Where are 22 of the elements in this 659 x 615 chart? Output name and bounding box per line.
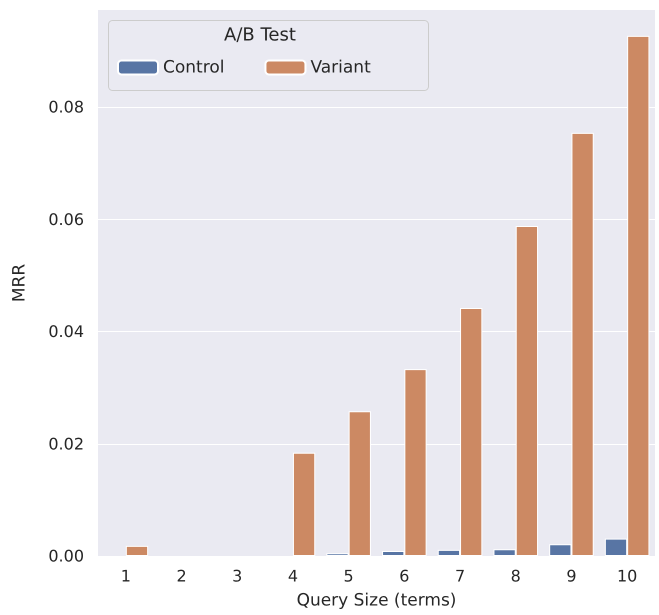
y-tick-label: 0.00 — [48, 546, 84, 566]
legend-label: Variant — [310, 58, 372, 78]
bar — [292, 452, 316, 556]
x-tick-label: 5 — [344, 566, 354, 586]
x-tick-label: 6 — [399, 566, 410, 586]
legend-title: A/B Test — [224, 24, 296, 46]
x-axis-title: Query Size (terms) — [296, 590, 456, 610]
x-tick-label: 10 — [616, 566, 638, 586]
x-tick-label: 8 — [510, 566, 521, 586]
x-tick-label: 7 — [454, 566, 466, 586]
x-tick-label: 2 — [176, 566, 187, 586]
y-tick-label: 0.06 — [48, 210, 84, 229]
x-tick-label: 1 — [120, 566, 131, 586]
legend-label: Control — [163, 58, 224, 78]
x-tick-label: 4 — [288, 566, 298, 586]
y-tick-label: 0.08 — [48, 98, 84, 117]
y-tick-label: 0.02 — [48, 434, 84, 454]
y-axis-title: MRR — [10, 264, 30, 302]
y-tick-label: 0.04 — [48, 322, 84, 342]
x-tick-label: 9 — [566, 566, 577, 586]
bar — [126, 546, 148, 556]
x-tick-label: 3 — [232, 566, 242, 586]
